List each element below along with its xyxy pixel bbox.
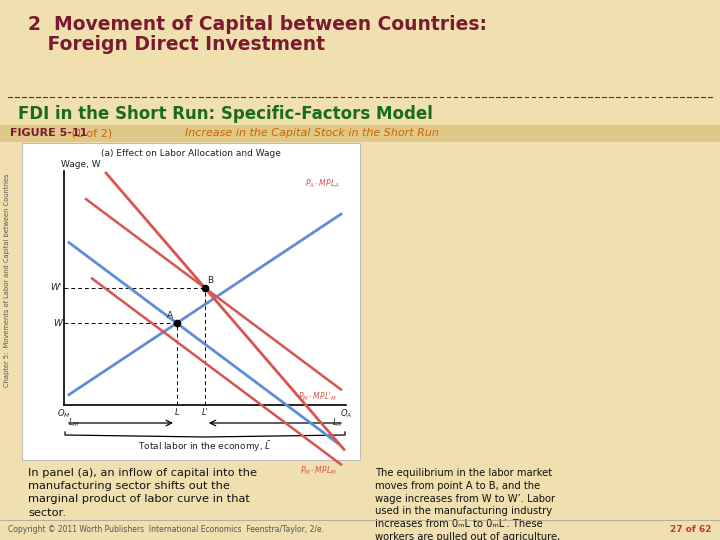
Text: W: W: [53, 319, 62, 328]
Text: In panel (a), an inflow of capital into the
manufacturing sector shifts out the
: In panel (a), an inflow of capital into …: [28, 468, 257, 518]
Text: $O_A$: $O_A$: [340, 408, 352, 421]
Text: A: A: [166, 311, 173, 320]
Text: 2  Movement of Capital between Countries:: 2 Movement of Capital between Countries:: [28, 15, 487, 34]
Text: B: B: [207, 276, 213, 285]
Text: $L_A$: $L_A$: [332, 417, 342, 429]
Text: 27 of 62: 27 of 62: [670, 525, 712, 535]
Text: $P_M \cdot MPL_M$: $P_M \cdot MPL_M$: [300, 464, 337, 477]
Text: $P_M \cdot MPL'_M$: $P_M \cdot MPL'_M$: [298, 390, 337, 403]
FancyBboxPatch shape: [0, 0, 720, 95]
Text: Copyright © 2011 Worth Publishers  International Economics  Feenstra/Taylor, 2/e: Copyright © 2011 Worth Publishers Intern…: [8, 525, 324, 535]
Text: Wage, W: Wage, W: [61, 160, 101, 169]
FancyBboxPatch shape: [22, 143, 360, 460]
Text: FDI in the Short Run: Specific-Factors Model: FDI in the Short Run: Specific-Factors M…: [18, 105, 433, 123]
Text: (a) Effect on Labor Allocation and Wage: (a) Effect on Labor Allocation and Wage: [101, 149, 281, 158]
Text: Total labor in the economy, $\bar{L}$: Total labor in the economy, $\bar{L}$: [138, 439, 272, 454]
Text: $L_M$: $L_M$: [68, 417, 80, 429]
FancyBboxPatch shape: [0, 125, 720, 142]
Text: FIGURE 5-11: FIGURE 5-11: [10, 129, 87, 138]
Text: The equilibrium in the labor market
moves from point A to B, and the
wage increa: The equilibrium in the labor market move…: [375, 468, 560, 540]
Text: Increase in the Capital Stock in the Short Run: Increase in the Capital Stock in the Sho…: [185, 129, 439, 138]
Text: $P_A \cdot MPL_A$: $P_A \cdot MPL_A$: [305, 177, 340, 190]
Text: (1 of 2): (1 of 2): [68, 129, 112, 138]
Text: L': L': [202, 408, 208, 417]
Text: L: L: [174, 408, 179, 417]
Text: Chapter 5:  Movements of Labor and Capital between Countries: Chapter 5: Movements of Labor and Capita…: [4, 173, 10, 387]
Text: Foreign Direct Investment: Foreign Direct Investment: [28, 35, 325, 54]
Text: W': W': [50, 284, 62, 293]
Text: $O_M$: $O_M$: [58, 408, 71, 421]
